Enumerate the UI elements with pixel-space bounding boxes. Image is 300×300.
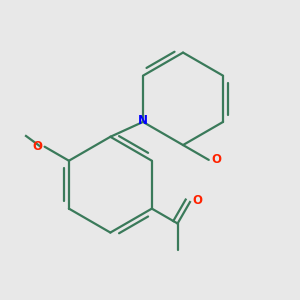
Text: N: N (138, 114, 148, 127)
Text: O: O (32, 140, 42, 153)
Text: O: O (192, 194, 202, 207)
Text: O: O (211, 153, 221, 167)
